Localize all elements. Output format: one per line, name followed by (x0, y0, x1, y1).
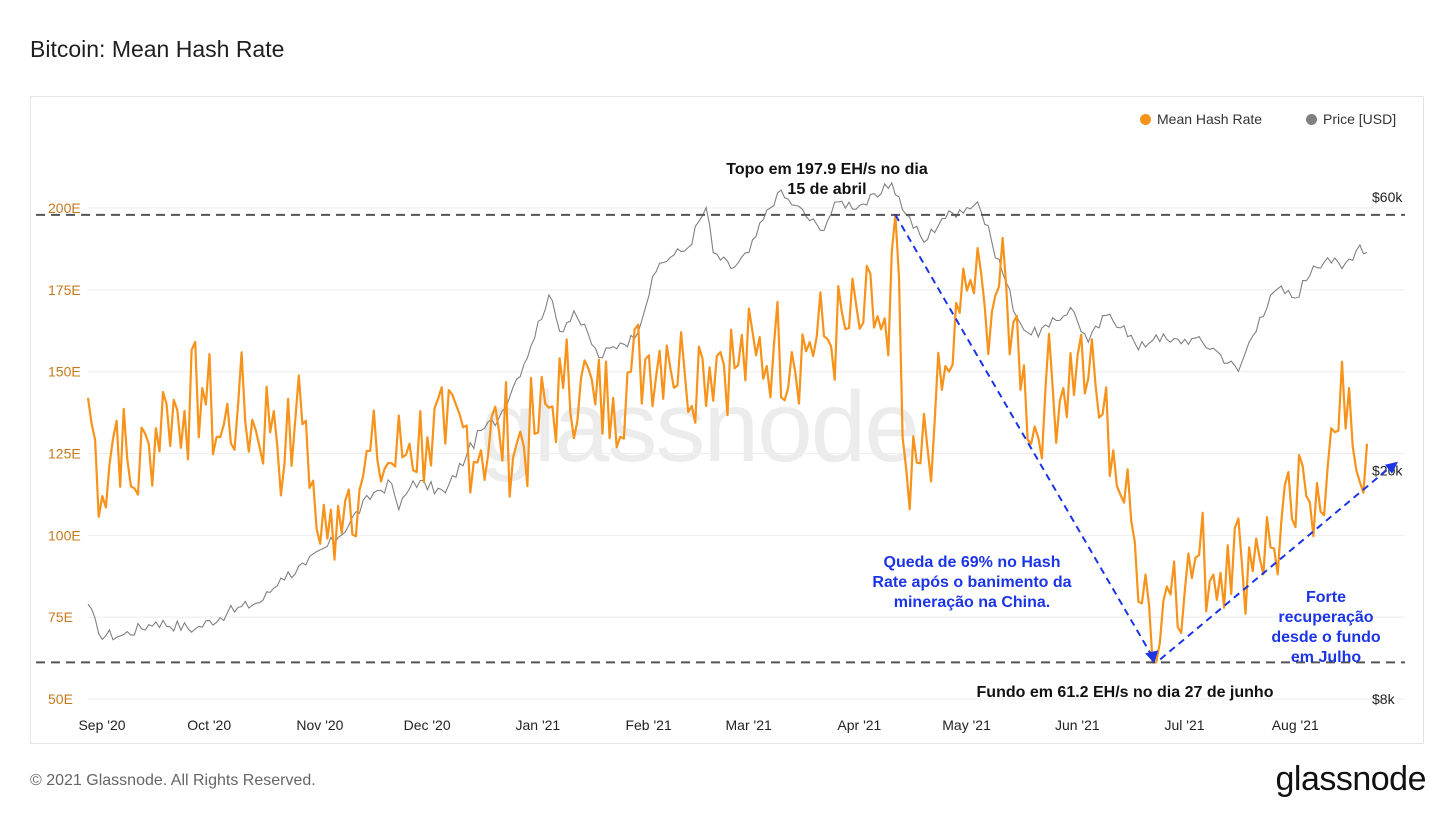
y-tick-label: 150E (48, 364, 81, 380)
x-tick-label: Oct '20 (187, 717, 231, 733)
y-tick-label: 125E (48, 446, 81, 462)
hash-rate-line (86, 213, 1369, 664)
annotation-drop: Queda de 69% no Hash Rate após o banimen… (872, 554, 1072, 611)
y-tick-label: 75E (48, 609, 73, 625)
y-tick-label: 50E (48, 691, 73, 707)
price-line (87, 181, 1368, 641)
annotation-recovery: Forte recuperação desde o fundo em Julho (1271, 589, 1381, 666)
x-tick-label: Apr '21 (837, 717, 881, 733)
recovery-arrowhead-icon (1385, 461, 1398, 474)
drop-arrowhead-icon (1145, 650, 1159, 664)
x-tick-label: Jan '21 (516, 717, 561, 733)
y-tick-label: 200E (48, 200, 81, 216)
x-tick-label: Jul '21 (1164, 717, 1204, 733)
x-tick-label: Sep '20 (78, 717, 125, 733)
legend-label: Price [USD] (1323, 111, 1397, 127)
price-tick-label: $60k (1372, 189, 1403, 205)
legend-dot-gray-icon (1306, 113, 1317, 125)
chart-panel (30, 96, 1424, 744)
recovery-arrow-line (1159, 464, 1393, 661)
x-tick-label: Aug '21 (1272, 717, 1319, 733)
x-tick-label: Jun '21 (1055, 717, 1100, 733)
legend-label: Mean Hash Rate (1157, 111, 1263, 127)
x-tick-label: Nov '20 (296, 717, 343, 733)
annotation-bottom: Fundo em 61.2 EH/s no dia 27 de junho (976, 684, 1274, 701)
copyright-text: © 2021 Glassnode. All Rights Reserved. (30, 772, 316, 789)
chart-title: Bitcoin: Mean Hash Rate (30, 36, 285, 62)
price-tick-label: $8k (1372, 691, 1396, 707)
x-tick-label: Mar '21 (726, 717, 772, 733)
y-tick-label: 175E (48, 282, 81, 298)
watermark: glassnode (480, 371, 920, 483)
x-tick-label: Dec '20 (404, 717, 451, 733)
drop-arrow-line (894, 214, 1154, 657)
x-tick-label: Feb '21 (625, 717, 671, 733)
x-tick-label: May '21 (942, 717, 991, 733)
glassnode-logo[interactable]: glassnode (1275, 760, 1426, 798)
annotation-top: Topo em 197.9 EH/s no dia 15 de abril (726, 161, 928, 198)
legend-item-hash-rate[interactable]: Mean Hash Rate (1140, 111, 1262, 127)
legend-dot-orange-icon (1140, 113, 1151, 125)
price-tick-label: $20k (1372, 463, 1403, 479)
y-tick-label: 100E (48, 527, 81, 543)
legend-item-price[interactable]: Price [USD] (1306, 111, 1396, 127)
